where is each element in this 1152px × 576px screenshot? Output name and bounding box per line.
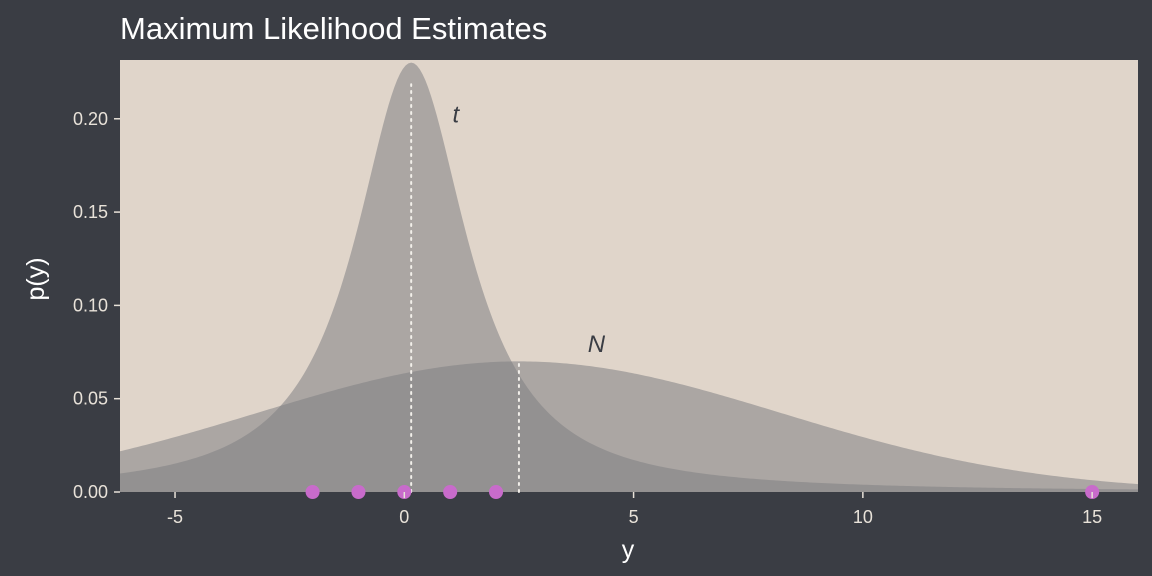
observed-point — [351, 485, 366, 499]
y-tick-label: 0.20 — [73, 109, 108, 129]
observed-point — [489, 485, 504, 499]
x-tick-label: 5 — [629, 507, 639, 527]
x-tick-label: 0 — [399, 507, 409, 527]
x-tick-label: 15 — [1082, 507, 1102, 527]
normal-curve-label: N — [588, 331, 606, 358]
x-axis: -5 0 5 10 15 — [167, 492, 1102, 527]
observed-points — [305, 485, 1100, 499]
observed-point — [305, 485, 320, 499]
chart-title: Maximum Likelihood Estimates — [120, 11, 547, 46]
y-axis-title: p(y) — [22, 257, 50, 300]
reference-lines — [410, 83, 520, 493]
density-areas — [120, 62, 1138, 492]
x-axis-title: y — [622, 536, 635, 564]
t-curve-label: t — [452, 102, 460, 129]
y-tick-label: 0.05 — [73, 389, 108, 409]
observed-point — [443, 485, 458, 499]
x-tick-label: 10 — [853, 507, 873, 527]
y-tick-label: 0.15 — [73, 202, 108, 222]
y-axis: 0.00 0.05 0.10 0.15 0.20 — [73, 109, 120, 502]
x-tick-label: -5 — [167, 507, 183, 527]
t-density-area — [120, 62, 1138, 492]
y-tick-label: 0.00 — [73, 482, 108, 502]
y-tick-label: 0.10 — [73, 295, 108, 315]
